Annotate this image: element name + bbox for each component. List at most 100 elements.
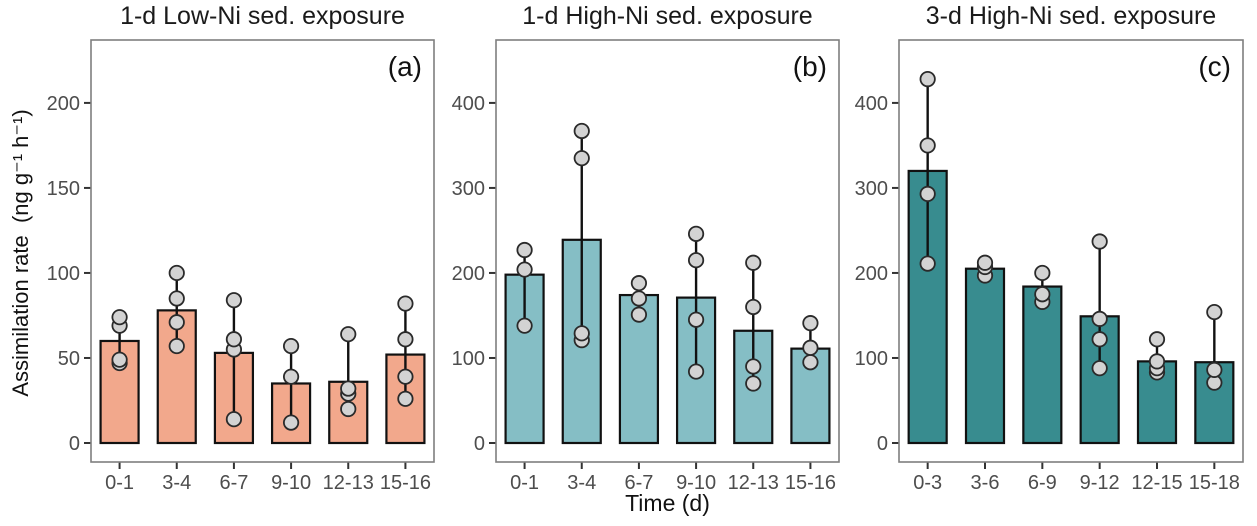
data-point: [745, 358, 762, 375]
x-tick-label: 6-9: [1028, 472, 1057, 494]
panel-border: [898, 39, 1244, 463]
x-tick-label: 15-18: [1189, 472, 1240, 494]
x-tick-label: 12-13: [728, 472, 779, 494]
data-point: [111, 351, 128, 368]
y-tick-label: 100: [452, 348, 485, 370]
data-point: [282, 414, 300, 431]
data-point: [630, 290, 648, 307]
panel-border: [90, 39, 435, 463]
bar: [1022, 285, 1063, 445]
y-tick-label: 200: [452, 263, 485, 285]
data-point: [516, 241, 533, 259]
panel-c-letter: (c): [1198, 51, 1231, 82]
data-point: [630, 275, 648, 292]
data-point: [745, 254, 762, 271]
x-tick-label: 3-6: [971, 472, 1000, 494]
y-tick-label: 300: [452, 178, 485, 200]
x-tick-label: 3-4: [567, 472, 596, 494]
data-point: [397, 390, 414, 407]
data-point: [516, 261, 533, 278]
data-point: [340, 380, 357, 397]
data-point: [919, 71, 936, 88]
x-tick-label: 0-3: [913, 472, 942, 494]
data-point: [573, 122, 590, 140]
panel-a-letter: (a): [387, 51, 422, 82]
data-point: [1148, 353, 1166, 370]
y-tick-label: 300: [855, 178, 888, 200]
panel-c-title: 3-d High-Ni sed. exposure: [925, 2, 1217, 30]
y-axis-label: Assimilation rate (ng g⁻¹ h⁻¹): [8, 109, 33, 397]
data-point: [1034, 286, 1051, 303]
data-point: [225, 292, 243, 309]
x-tick-label: 15-16: [785, 472, 836, 494]
y-tick-label: 100: [855, 348, 888, 370]
data-point: [919, 185, 936, 202]
y-tick-label: 0: [474, 433, 485, 455]
x-tick-label: 9-12: [1080, 472, 1120, 494]
data-point: [340, 400, 357, 418]
data-point: [340, 326, 357, 343]
data-point: [1091, 331, 1108, 348]
data-point: [802, 339, 819, 356]
data-point: [1034, 264, 1051, 282]
data-point: [745, 298, 762, 316]
data-point: [919, 255, 936, 272]
data-point: [225, 331, 243, 348]
data-point: [1091, 360, 1108, 377]
x-tick-label: 12-15: [1131, 472, 1182, 494]
data-point: [573, 325, 590, 342]
data-point: [687, 311, 705, 328]
data-point: [111, 309, 128, 326]
data-point: [1206, 361, 1223, 378]
x-tick-label: 9-10: [271, 472, 311, 494]
data-point: [919, 137, 936, 154]
y-tick-label: 0: [877, 433, 888, 455]
y-tick-label: 100: [47, 263, 80, 285]
panel-border: [495, 39, 840, 463]
x-tick-label: 15-16: [380, 472, 431, 494]
y-tick-label: 0: [69, 433, 80, 455]
x-axis-label: Time (d): [625, 490, 710, 516]
data-point: [1148, 331, 1166, 348]
data-point: [1206, 303, 1223, 321]
data-point: [397, 368, 414, 385]
data-point: [168, 314, 185, 331]
data-point: [1091, 233, 1108, 250]
x-tick-label: 3-4: [162, 472, 191, 494]
y-tick-label: 400: [855, 93, 888, 115]
data-point: [168, 264, 185, 282]
x-tick-label: 9-10: [676, 472, 716, 494]
y-tick-label: 150: [47, 178, 80, 200]
data-point: [687, 225, 705, 242]
data-point: [745, 375, 762, 392]
panel-b-letter: (b): [792, 51, 827, 82]
data-point: [516, 317, 533, 334]
data-point: [282, 337, 300, 355]
data-point: [802, 354, 819, 371]
data-point: [168, 337, 185, 355]
y-tick-label: 200: [855, 263, 888, 285]
x-tick-label: 0-1: [510, 472, 539, 494]
data-point: [573, 150, 590, 167]
data-point: [397, 295, 414, 312]
panel-b-title: 1-d High-Ni sed. exposure: [522, 2, 813, 30]
x-tick-label: 0-1: [105, 472, 134, 494]
data-point: [802, 315, 819, 332]
data-point: [282, 368, 300, 385]
bar: [964, 267, 1006, 445]
y-tick-label: 50: [58, 348, 80, 370]
x-tick-label: 6-7: [624, 472, 653, 494]
data-point: [168, 290, 185, 307]
y-tick-label: 400: [452, 93, 485, 115]
data-point: [687, 252, 705, 269]
data-point: [976, 254, 994, 271]
data-point: [397, 331, 414, 348]
y-tick-label: 200: [47, 93, 80, 115]
x-tick-label: 12-13: [323, 472, 374, 494]
data-point: [630, 306, 648, 323]
data-point: [687, 363, 705, 380]
panel-a-title: 1-d Low-Ni sed. exposure: [120, 2, 405, 30]
data-point: [225, 411, 243, 428]
